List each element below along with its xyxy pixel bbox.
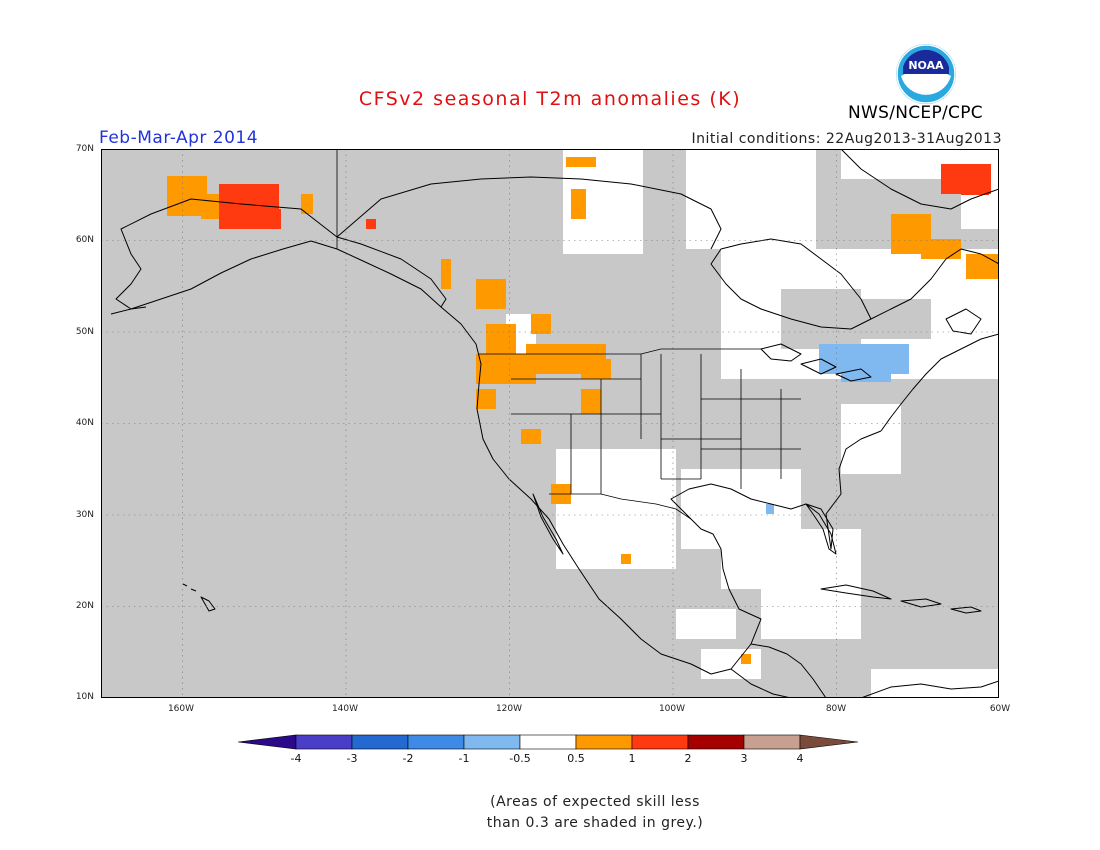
colorbar-label: 0.5 <box>567 752 585 765</box>
neutral-cell <box>556 449 676 569</box>
colorbar-label: 3 <box>740 752 748 765</box>
colorbar-segment <box>295 734 353 750</box>
warm-cell <box>201 194 221 219</box>
colorbar-segment <box>519 734 577 750</box>
colorbar-label: -0.5 <box>509 752 531 765</box>
colorbar <box>238 734 859 750</box>
political-borders <box>336 149 801 520</box>
lon-label-140w: 140W <box>331 704 359 714</box>
lon-label-120w: 120W <box>495 704 523 714</box>
colorbar-label: -4 <box>290 752 302 765</box>
skill-note-line-1: (Areas of expected skill less <box>490 794 700 810</box>
coastlines <box>110 149 999 698</box>
logo-text: NOAA <box>908 59 944 72</box>
skill-note: (Areas of expected skill less than 0.3 a… <box>0 792 1100 834</box>
warm-cell <box>741 654 751 664</box>
warm-cell <box>476 389 496 409</box>
lon-label-160w: 160W <box>167 704 195 714</box>
grey-cell <box>861 299 931 339</box>
lat-label-40n: 40N <box>75 418 94 428</box>
map-title: CFSv2 seasonal T2m anomalies (K) <box>358 88 742 110</box>
lon-label-60w: 60W <box>989 704 1011 714</box>
forecast-period: Feb-Mar-Apr 2014 <box>99 128 259 148</box>
colorbar-segment <box>631 734 689 750</box>
warm-cell <box>521 429 541 444</box>
colorbar-label: 4 <box>796 752 804 765</box>
hot-cell <box>366 219 376 229</box>
cool-cell <box>766 504 774 514</box>
skill-note-line-2: than 0.3 are shaded in grey.) <box>486 815 704 831</box>
grey-cell <box>781 289 861 349</box>
lat-label-20n: 20N <box>75 601 94 611</box>
lat-label-70n: 70N <box>75 144 94 154</box>
neutral-cell <box>841 404 901 474</box>
warm-cell <box>167 176 207 216</box>
warm-cell <box>571 189 586 219</box>
lon-label-100w: 100W <box>658 704 686 714</box>
lat-label-50n: 50N <box>75 327 94 337</box>
noaa-logo: NOAA <box>896 44 956 104</box>
colorbar-segment <box>743 734 801 750</box>
lat-label-60n: 60N <box>75 235 94 245</box>
colorbar-segment <box>407 734 465 750</box>
colorbar-label: 1 <box>628 752 636 765</box>
hot-cell <box>961 177 989 195</box>
warm-cell <box>966 254 999 279</box>
colorbar-low-arrow <box>238 734 297 750</box>
warm-cell <box>441 259 451 289</box>
neutral-cell <box>761 579 861 639</box>
warm-cell <box>581 359 611 379</box>
lat-label-30n: 30N <box>75 510 94 520</box>
colorbar-segment <box>351 734 409 750</box>
colorbar-label: -1 <box>458 752 470 765</box>
warm-cell <box>476 279 506 309</box>
initial-conditions: Initial conditions: 22Aug2013-31Aug2013 <box>691 131 1002 147</box>
graticule <box>101 149 999 698</box>
colorbar-segment <box>463 734 521 750</box>
colorbar-segment <box>687 734 745 750</box>
colorbar-high-arrow <box>799 734 859 750</box>
anomaly-cells <box>167 149 999 698</box>
lon-label-80w: 80W <box>825 704 847 714</box>
warm-cell <box>531 314 551 334</box>
neutral-cell <box>871 669 999 698</box>
neutral-cell <box>701 649 761 679</box>
anomaly-map <box>101 149 999 698</box>
colorbar-label: -2 <box>402 752 414 765</box>
warm-cell <box>621 554 631 564</box>
warm-cell <box>581 389 601 414</box>
hot-cell <box>236 209 281 229</box>
warm-cell <box>921 239 961 259</box>
colorbar-segment <box>575 734 633 750</box>
colorbar-label: 2 <box>684 752 692 765</box>
agency-label: NWS/NCEP/CPC <box>848 103 983 123</box>
warm-cell <box>566 157 596 167</box>
lat-label-10n: 10N <box>75 692 94 702</box>
neutral-cell <box>686 149 816 249</box>
warm-cell <box>301 194 313 214</box>
colorbar-label: -3 <box>346 752 358 765</box>
neutral-cell <box>676 609 736 639</box>
